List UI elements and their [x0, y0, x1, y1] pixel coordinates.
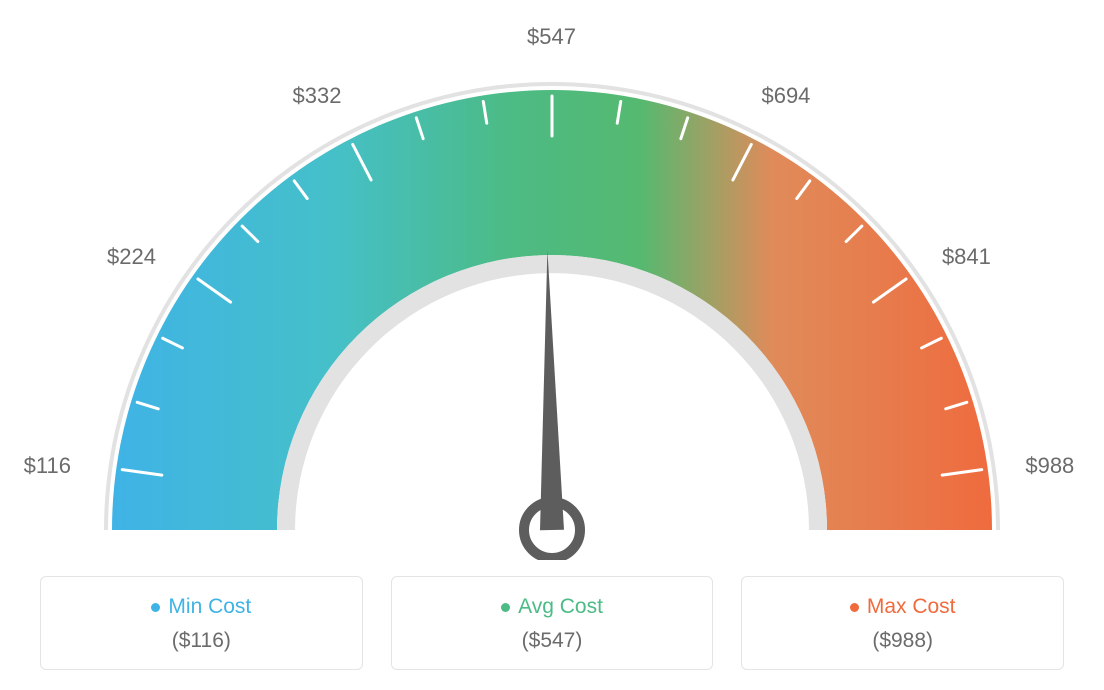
legend-title-min: Min Cost [151, 595, 251, 619]
dot-icon [501, 603, 510, 612]
legend-card-avg: Avg Cost ($547) [391, 576, 714, 670]
gauge-tick-label: $988 [1025, 453, 1074, 479]
gauge-needle [540, 250, 564, 530]
dot-icon [151, 603, 160, 612]
legend-title-avg: Avg Cost [501, 595, 603, 619]
legend-label: Min Cost [168, 595, 251, 619]
gauge-tick-label: $116 [24, 453, 71, 479]
legend-value-min: ($116) [51, 629, 352, 653]
legend-card-max: Max Cost ($988) [741, 576, 1064, 670]
dot-icon [850, 603, 859, 612]
legend-value-avg: ($547) [402, 629, 703, 653]
gauge-tick-label: $224 [107, 244, 156, 270]
gauge-tick-label: $332 [293, 83, 342, 109]
legend-card-min: Min Cost ($116) [40, 576, 363, 670]
legend-label: Avg Cost [518, 595, 603, 619]
gauge-tick-label: $694 [761, 83, 810, 109]
gauge-area: $116 $224 $332 $547 $694 $841 $988 [0, 0, 1104, 560]
legend-row: Min Cost ($116) Avg Cost ($547) Max Cost… [40, 576, 1064, 670]
cost-gauge-chart: $116 $224 $332 $547 $694 $841 $988 Min Cost ($… [0, 0, 1104, 690]
gauge-tick-label: $547 [527, 24, 576, 50]
legend-title-max: Max Cost [850, 595, 956, 619]
legend-value-max: ($988) [752, 629, 1053, 653]
gauge-tick-label: $841 [942, 244, 991, 270]
legend-label: Max Cost [867, 595, 956, 619]
gauge-svg [0, 0, 1104, 560]
